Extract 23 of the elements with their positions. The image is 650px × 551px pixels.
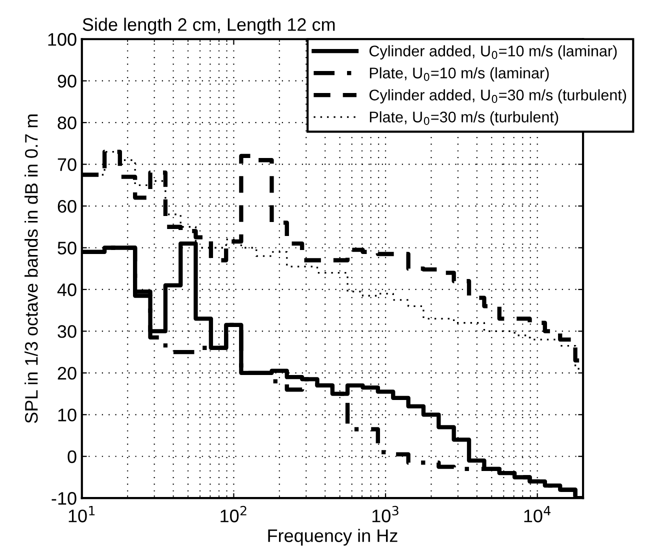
y-tick-label: 80 xyxy=(58,116,76,130)
x-axis-title: Frequency in Hz xyxy=(268,528,398,546)
legend-label: Plate, U$_{0}$=30 m/s (turbulent) xyxy=(370,111,558,126)
y-tick-label: 100 xyxy=(48,33,76,46)
chart-title: Side length 2 cm, Length 12 cm xyxy=(82,18,335,35)
y-tick-label: 70 xyxy=(58,158,76,172)
y-tick-label: -10 xyxy=(52,492,76,505)
y-tick-label: 20 xyxy=(58,366,76,380)
x-tick-label: 10$^{3}$ xyxy=(372,506,398,522)
y-tick-label: 30 xyxy=(58,325,76,338)
x-tick-label: 10$^{1}$ xyxy=(68,506,95,522)
y-tick-label: 50 xyxy=(58,242,76,254)
y-tick-label: 10 xyxy=(58,408,76,422)
legend-label: Cylinder added, U$_{0}$=30 m/s (turbulent) xyxy=(369,89,626,104)
y-tick-label: 40 xyxy=(57,283,76,296)
y-tick-label: 90 xyxy=(58,74,76,88)
x-tick-label: 10$^{2}$ xyxy=(220,506,246,522)
legend-label: Cylinder added, U$_{0}$=10 m/s (laminar) xyxy=(369,45,617,60)
y-axis-title: SPL in 1/3 octave bands in dB in 0.7 m xyxy=(24,114,38,424)
y-tick-label: 0 xyxy=(68,450,76,464)
x-tick-label: 10$^{4}$ xyxy=(524,506,550,522)
y-tick-label: 60 xyxy=(58,200,76,213)
legend-label: Plate, U$_{0}$=10 m/s (laminar) xyxy=(370,67,549,82)
